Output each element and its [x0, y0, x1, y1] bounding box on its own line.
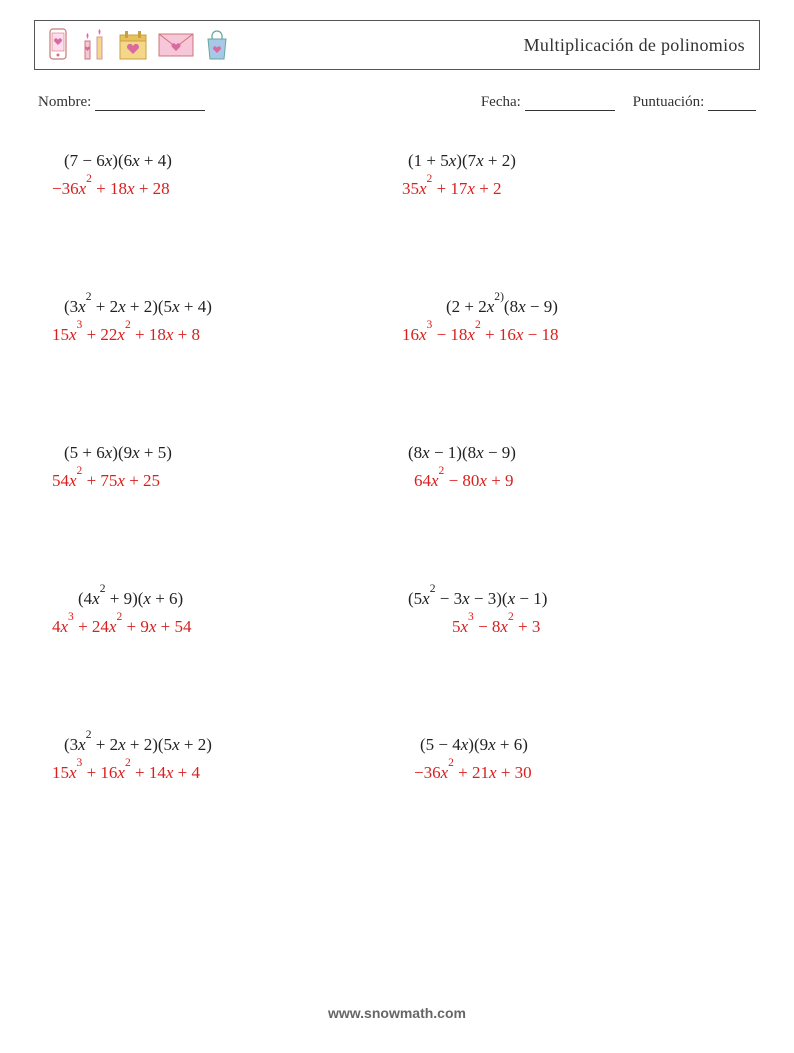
- calendar-heart-icon: [117, 28, 149, 62]
- date-label: Fecha:: [481, 94, 521, 110]
- worksheet-title: Multiplicación de polinomios: [524, 35, 745, 56]
- problem-question: (5 − 4x)(9x + 6): [402, 735, 744, 755]
- problem-5: (5 + 6x)(9x + 5) 54x2 + 75x + 25: [50, 443, 392, 491]
- problem-8: (5x2 − 3x − 3)(x − 1) 5x3 − 8x2 + 3: [402, 589, 744, 637]
- candles-icon: [79, 27, 109, 63]
- problem-question: (8x − 1)(8x − 9): [402, 443, 744, 463]
- score-field: Puntuación:: [633, 94, 756, 111]
- problem-4: (2 + 2x2)(8x − 9) 16x3 − 18x2 + 16x − 18: [402, 297, 744, 345]
- problem-question: (3x2 + 2x + 2)(5x + 4): [50, 297, 392, 317]
- footer-url: www.snowmath.com: [0, 1005, 794, 1021]
- header-icons: [45, 27, 231, 63]
- worksheet-page: Multiplicación de polinomios Nombre: Fec…: [0, 0, 794, 1053]
- problem-question: (2 + 2x2)(8x − 9): [402, 297, 744, 317]
- name-blank: [95, 110, 205, 111]
- problem-3: (3x2 + 2x + 2)(5x + 4) 15x3 + 22x2 + 18x …: [50, 297, 392, 345]
- problem-question: (7 − 6x)(6x + 4): [50, 151, 392, 171]
- name-label: Nombre:: [38, 94, 91, 110]
- meta-row: Nombre: Fecha: Puntuación:: [34, 94, 760, 111]
- problem-answer: 64x2 − 80x + 9: [402, 471, 744, 491]
- name-field: Nombre:: [38, 94, 205, 111]
- problem-1: (7 − 6x)(6x + 4) −36x2 + 18x + 28: [50, 151, 392, 199]
- problem-answer: 54x2 + 75x + 25: [50, 471, 392, 491]
- date-blank: [525, 110, 615, 111]
- problems-grid: (7 − 6x)(6x + 4) −36x2 + 18x + 28 (1 + 5x)…: [34, 151, 760, 783]
- problem-10: (5 − 4x)(9x + 6) −36x2 + 21x + 30: [402, 735, 744, 783]
- problem-answer: −36x2 + 18x + 28: [50, 179, 392, 199]
- phone-heart-icon: [45, 27, 71, 63]
- problem-answer: 35x2 + 17x + 2: [402, 179, 744, 199]
- problem-answer: 4x3 + 24x2 + 9x + 54: [50, 617, 392, 637]
- problem-question: (5x2 − 3x − 3)(x − 1): [402, 589, 744, 609]
- problem-answer: −36x2 + 21x + 30: [402, 763, 744, 783]
- problem-answer: 16x3 − 18x2 + 16x − 18: [402, 325, 744, 345]
- score-blank: [708, 110, 756, 111]
- problem-6: (8x − 1)(8x − 9) 64x2 − 80x + 9: [402, 443, 744, 491]
- problem-answer: 15x3 + 22x2 + 18x + 8: [50, 325, 392, 345]
- score-label: Puntuación:: [633, 94, 705, 110]
- bag-heart-icon: [203, 27, 231, 63]
- problem-2: (1 + 5x)(7x + 2) 35x2 + 17x + 2: [402, 151, 744, 199]
- header-box: Multiplicación de polinomios: [34, 20, 760, 70]
- problem-answer: 5x3 − 8x2 + 3: [402, 617, 744, 637]
- problem-question: (5 + 6x)(9x + 5): [50, 443, 392, 463]
- problem-9: (3x2 + 2x + 2)(5x + 2) 15x3 + 16x2 + 14x …: [50, 735, 392, 783]
- problem-question: (3x2 + 2x + 2)(5x + 2): [50, 735, 392, 755]
- problem-7: (4x2 + 9)(x + 6) 4x3 + 24x2 + 9x + 54: [50, 589, 392, 637]
- date-field: Fecha:: [481, 94, 615, 111]
- problem-question: (1 + 5x)(7x + 2): [402, 151, 744, 171]
- problem-question: (4x2 + 9)(x + 6): [50, 589, 392, 609]
- problem-answer: 15x3 + 16x2 + 14x + 4: [50, 763, 392, 783]
- envelope-heart-icon: [157, 31, 195, 59]
